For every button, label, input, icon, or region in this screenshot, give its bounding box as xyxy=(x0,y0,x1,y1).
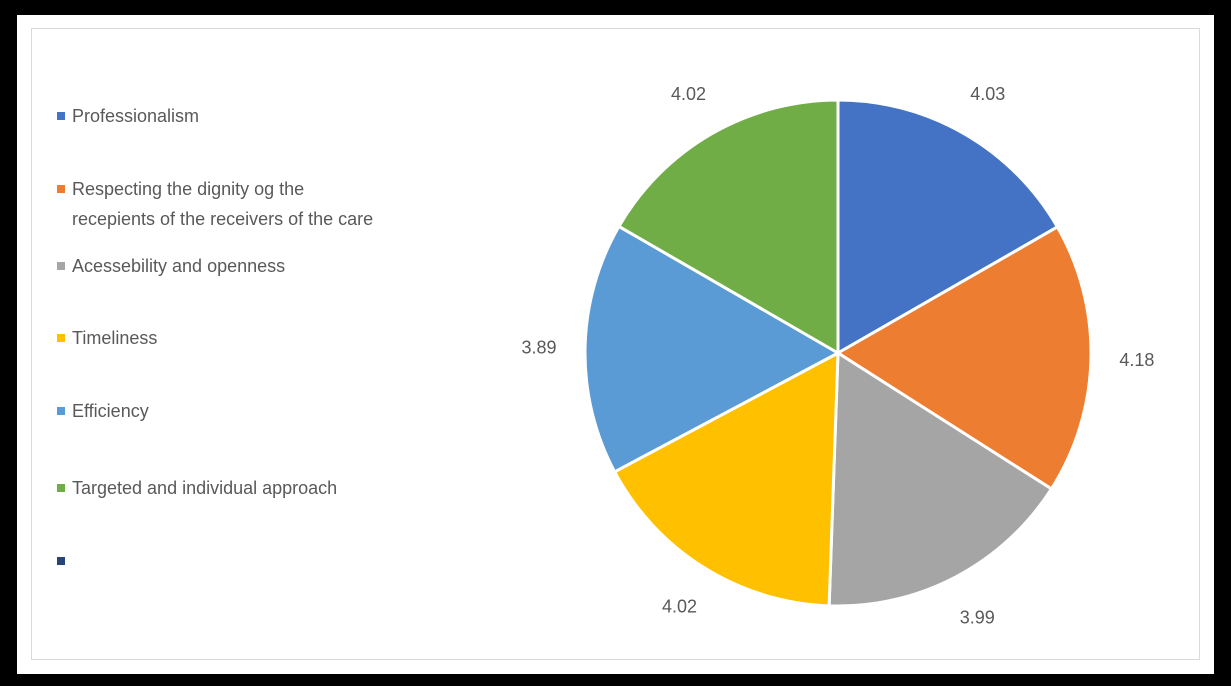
data-label-efficiency: 3.89 xyxy=(522,338,557,358)
pie-slice-professionalism xyxy=(836,98,1060,356)
legend-swatch-professionalism xyxy=(57,112,65,120)
data-label-respecting-dignity: 4.18 xyxy=(1119,350,1154,370)
pie-slice-efficiency xyxy=(583,224,842,474)
data-label-targeted-approach: 4.02 xyxy=(671,84,706,104)
legend-swatch-timeliness xyxy=(57,334,65,342)
legend-label-professionalism: Professionalism xyxy=(72,106,200,126)
legend-swatch-accessibility xyxy=(57,262,65,270)
legend-label-respecting-dignity-line2: recepients of the receivers of the care xyxy=(72,209,374,229)
pie-slice-targeted-approach xyxy=(616,98,840,356)
legend-label-targeted-approach: Targeted and individual approach xyxy=(72,478,338,498)
data-label-professionalism: 4.03 xyxy=(970,84,1005,104)
data-label-timeliness: 4.02 xyxy=(662,597,697,617)
pie-slice-accessibility xyxy=(827,350,1054,608)
legend-label-accessibility: Acessebility and openness xyxy=(72,256,286,276)
legend-label-timeliness: Timeliness xyxy=(72,328,158,348)
legend-label-efficiency: Efficiency xyxy=(72,401,149,421)
data-label-accessibility: 3.99 xyxy=(960,608,995,628)
pie-slice-timeliness xyxy=(612,350,840,608)
legend-swatch-efficiency xyxy=(57,407,65,415)
pie-slice-respecting-dignity xyxy=(835,224,1093,491)
legend-swatch-respecting-dignity xyxy=(57,185,65,193)
legend-swatch-empty xyxy=(57,557,65,565)
legend-swatch-targeted-approach xyxy=(57,484,65,492)
legend-label-respecting-dignity-line1: Respecting the dignity og the xyxy=(72,179,305,199)
